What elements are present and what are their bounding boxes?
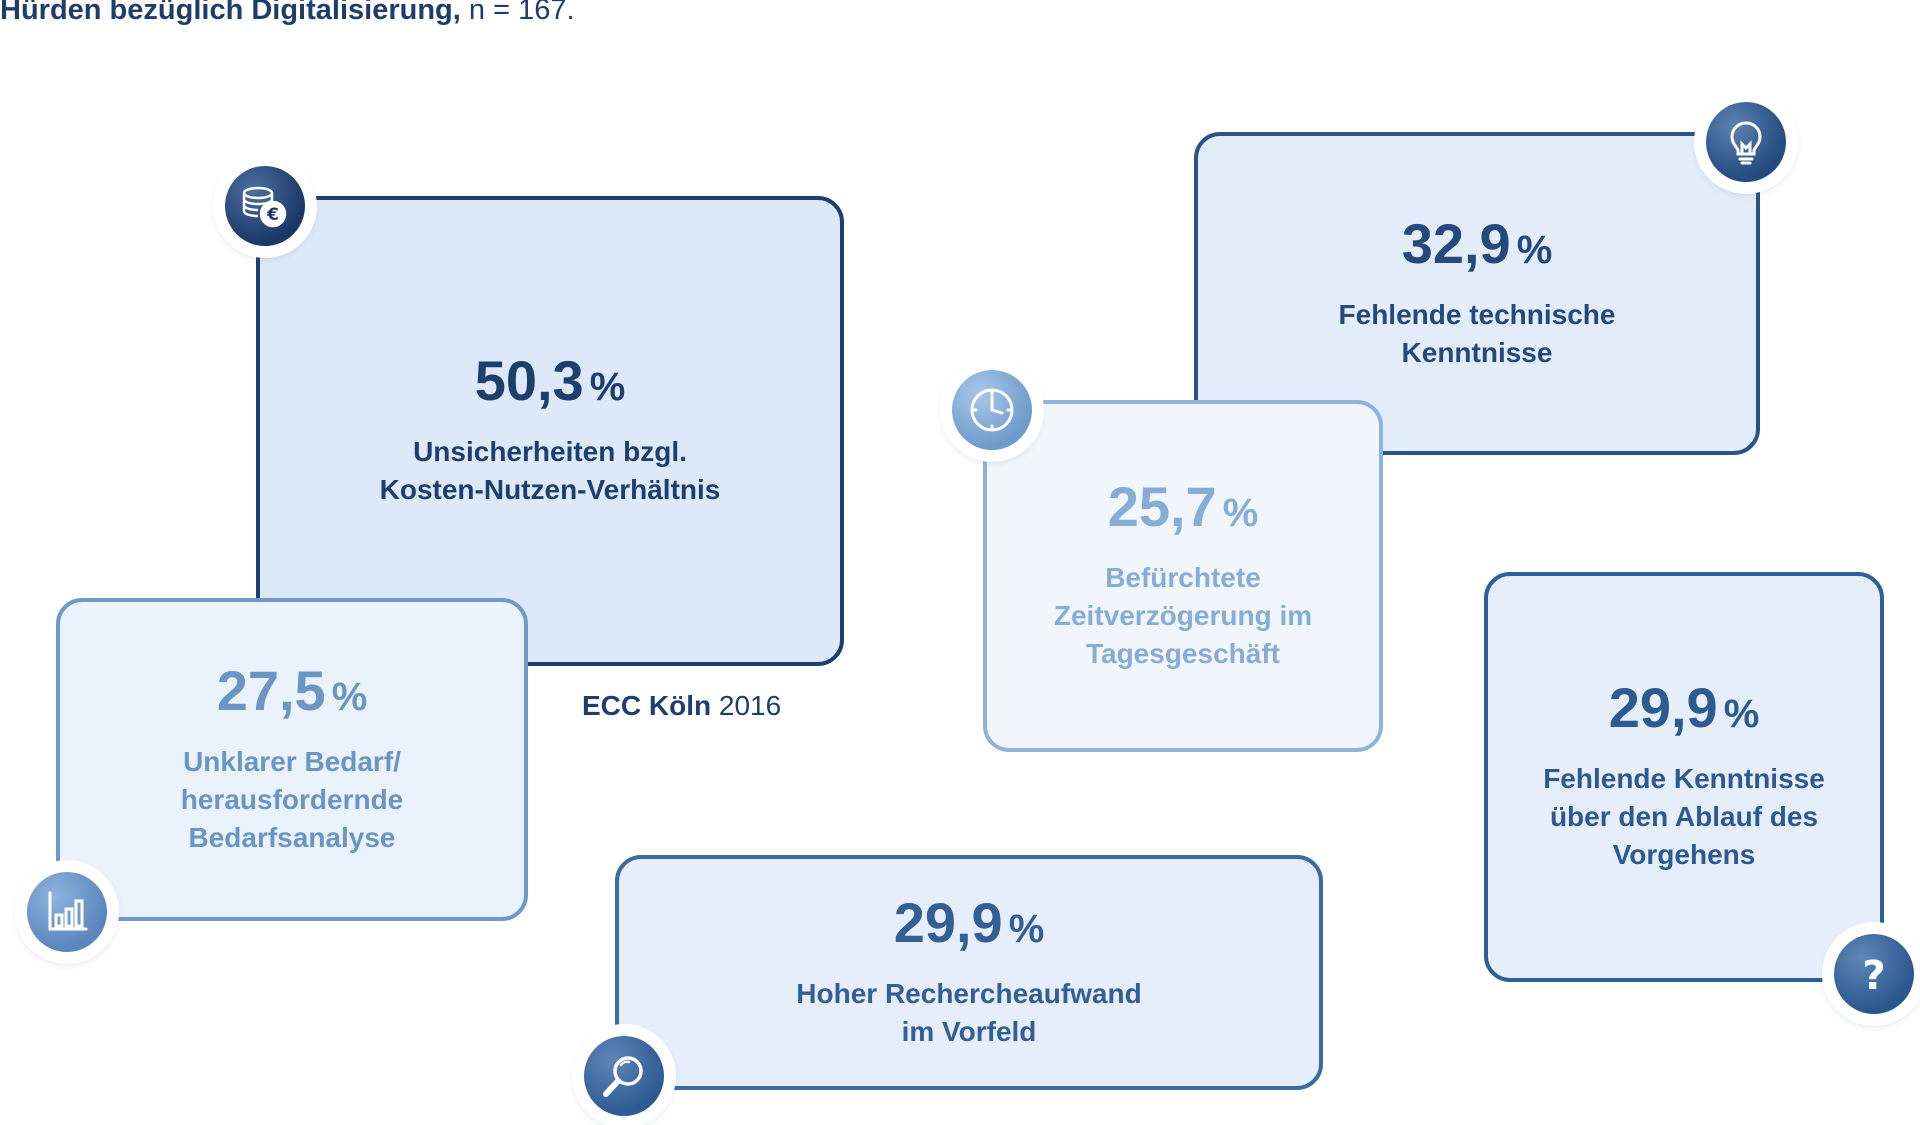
percent-sign: % [589, 365, 626, 409]
page-title: Hürden bezüglich Digitalisierung, n = 16… [0, 0, 575, 27]
svg-text:€: € [266, 205, 279, 225]
coins-euro-icon: € [219, 160, 311, 252]
card-unclear-need: 27,5% Unklarer Bedarf/ herausfordernde B… [56, 598, 528, 921]
magnifier-icon [578, 1030, 670, 1122]
card-percentage: 25,7% [1108, 479, 1259, 535]
percent-sign: % [331, 674, 368, 719]
percent-sign: % [1222, 491, 1259, 535]
lightbulb-icon [1700, 96, 1792, 188]
percentage-value: 29,9 [893, 890, 1003, 954]
card-percentage: 29,9% [1609, 680, 1760, 736]
percentage-value: 50,3 [474, 349, 584, 412]
clock-icon [946, 364, 1038, 456]
card-research-effort: 29,9% Hoher Rechercheaufwand im Vorfeld [615, 855, 1323, 1090]
card-label: Hoher Rechercheaufwand im Vorfeld [796, 977, 1142, 1047]
source-org: ECC Köln [582, 690, 712, 721]
card-percentage: 50,3% [475, 353, 626, 409]
title-bold: Hürden bezüglich Digitalisierung, [0, 0, 461, 26]
card-label: Befürchtete Zeitverzögerung im Tagesgesc… [1053, 562, 1313, 669]
card-label: Fehlende Kenntnisse über den Ablauf des … [1543, 763, 1825, 870]
source-year: 2016 [718, 690, 782, 721]
percentage-value: 29,9 [1608, 676, 1718, 739]
question-mark-icon: ? [1828, 928, 1920, 1020]
percent-sign: % [1516, 227, 1553, 272]
card-label: Unsicherheiten bzgl. Kosten-Nutzen-Verhä… [379, 436, 721, 505]
bar-chart-icon [21, 866, 113, 958]
svg-text:?: ? [1862, 953, 1885, 999]
card-label: Unklarer Bedarf/ herausfordernde Bedarfs… [180, 745, 404, 853]
card-label: Fehlende technische Kenntnisse [1338, 298, 1616, 368]
percentage-value: 32,9 [1401, 211, 1511, 275]
card-percentage: 29,9% [894, 894, 1045, 951]
percent-sign: % [1723, 692, 1760, 736]
card-process-knowledge: 29,9% Fehlende Kenntnisse über den Ablau… [1484, 572, 1884, 982]
percentage-value: 25,7 [1107, 475, 1217, 538]
percentage-value: 27,5 [216, 658, 326, 722]
card-time-delay: 25,7% Befürchtete Zeitverzögerung im Tag… [983, 400, 1383, 752]
card-percentage: 27,5% [217, 662, 368, 719]
source-credit: ECC Köln 2016 [582, 690, 781, 722]
card-cost-benefit: 50,3% Unsicherheiten bzgl. Kosten-Nutzen… [256, 196, 844, 666]
percent-sign: % [1008, 906, 1045, 951]
title-sample-size: n = 167. [468, 0, 575, 26]
card-percentage: 32,9% [1402, 215, 1553, 272]
